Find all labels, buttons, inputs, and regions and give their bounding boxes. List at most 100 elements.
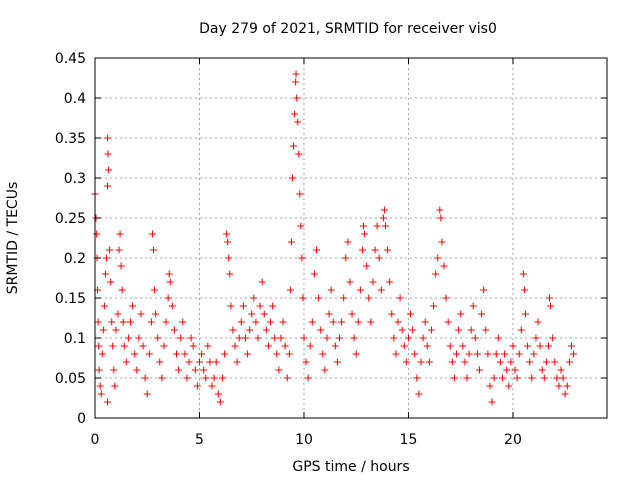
data-point <box>254 334 262 342</box>
data-point <box>105 166 113 174</box>
grid-lines <box>95 58 607 418</box>
data-point <box>269 302 277 310</box>
data-point <box>360 222 368 230</box>
data-point <box>208 382 216 390</box>
data-point <box>423 342 431 350</box>
data-point <box>404 334 412 342</box>
data-point <box>457 310 465 318</box>
data-point <box>95 342 103 350</box>
data-point <box>358 246 366 254</box>
data-point <box>109 342 117 350</box>
data-point <box>520 286 528 294</box>
data-point <box>394 318 402 326</box>
data-point <box>143 390 151 398</box>
data-point <box>93 230 101 238</box>
data-point <box>292 70 300 78</box>
data-point <box>204 342 212 350</box>
data-point <box>315 294 323 302</box>
data-point <box>252 318 260 326</box>
data-point <box>511 366 519 374</box>
data-point <box>114 310 122 318</box>
data-point <box>501 350 509 358</box>
data-point <box>542 358 550 366</box>
data-point <box>482 326 490 334</box>
data-point <box>246 326 254 334</box>
data-point <box>200 366 208 374</box>
data-points <box>91 70 578 406</box>
data-point <box>131 350 139 358</box>
data-point <box>392 350 400 358</box>
data-point <box>547 302 555 310</box>
data-point <box>189 342 197 350</box>
x-tick-label: 5 <box>195 432 204 448</box>
data-point <box>442 294 450 302</box>
data-point <box>110 366 118 374</box>
data-point <box>434 254 442 262</box>
data-point <box>225 254 233 262</box>
data-point <box>133 366 141 374</box>
data-point <box>329 318 337 326</box>
data-point <box>294 118 302 126</box>
data-point <box>193 382 201 390</box>
data-point <box>515 350 523 358</box>
data-point <box>425 358 433 366</box>
data-point <box>379 214 387 222</box>
data-point <box>104 398 112 406</box>
data-point <box>455 326 463 334</box>
data-point <box>338 318 346 326</box>
data-point <box>526 358 534 366</box>
data-point <box>476 366 484 374</box>
y-tick-label: 0.05 <box>55 371 86 387</box>
data-point <box>281 342 289 350</box>
data-point <box>229 326 237 334</box>
data-point <box>437 214 445 222</box>
data-point <box>333 358 341 366</box>
data-point <box>375 254 383 262</box>
x-axis-label: GPS time / hours <box>292 459 409 475</box>
data-point <box>185 358 193 366</box>
data-point <box>427 326 435 334</box>
data-point <box>536 342 544 350</box>
data-point <box>438 238 446 246</box>
data-point <box>165 270 173 278</box>
data-point <box>336 334 344 342</box>
plot-frame <box>94 57 608 419</box>
data-point <box>306 342 314 350</box>
data-point <box>112 326 120 334</box>
data-point <box>473 350 481 358</box>
data-point <box>521 310 529 318</box>
data-point <box>417 358 425 366</box>
data-point <box>235 334 243 342</box>
data-point <box>484 350 492 358</box>
data-point <box>544 342 552 350</box>
data-point <box>158 374 166 382</box>
data-point <box>117 262 125 270</box>
data-point <box>127 318 135 326</box>
data-point <box>297 222 305 230</box>
data-point <box>528 374 536 382</box>
data-point <box>296 190 304 198</box>
data-point <box>227 302 235 310</box>
data-point <box>264 342 272 350</box>
data-point <box>111 382 119 390</box>
data-point <box>471 334 479 342</box>
data-point <box>216 398 224 406</box>
data-point <box>430 302 438 310</box>
x-tick-label: 15 <box>400 432 418 448</box>
data-point <box>206 358 214 366</box>
data-point <box>467 326 475 334</box>
data-point <box>356 286 364 294</box>
data-point <box>124 334 132 342</box>
y-tick-label: 0.35 <box>55 131 86 147</box>
y-tick-label: 0.25 <box>55 211 86 227</box>
data-point <box>262 326 270 334</box>
data-point <box>492 350 500 358</box>
data-point <box>95 366 103 374</box>
data-point <box>340 294 348 302</box>
data-point <box>513 374 521 382</box>
data-point <box>101 270 109 278</box>
data-point <box>116 230 124 238</box>
data-point <box>507 358 515 366</box>
data-point <box>313 246 321 254</box>
data-point <box>233 358 241 366</box>
